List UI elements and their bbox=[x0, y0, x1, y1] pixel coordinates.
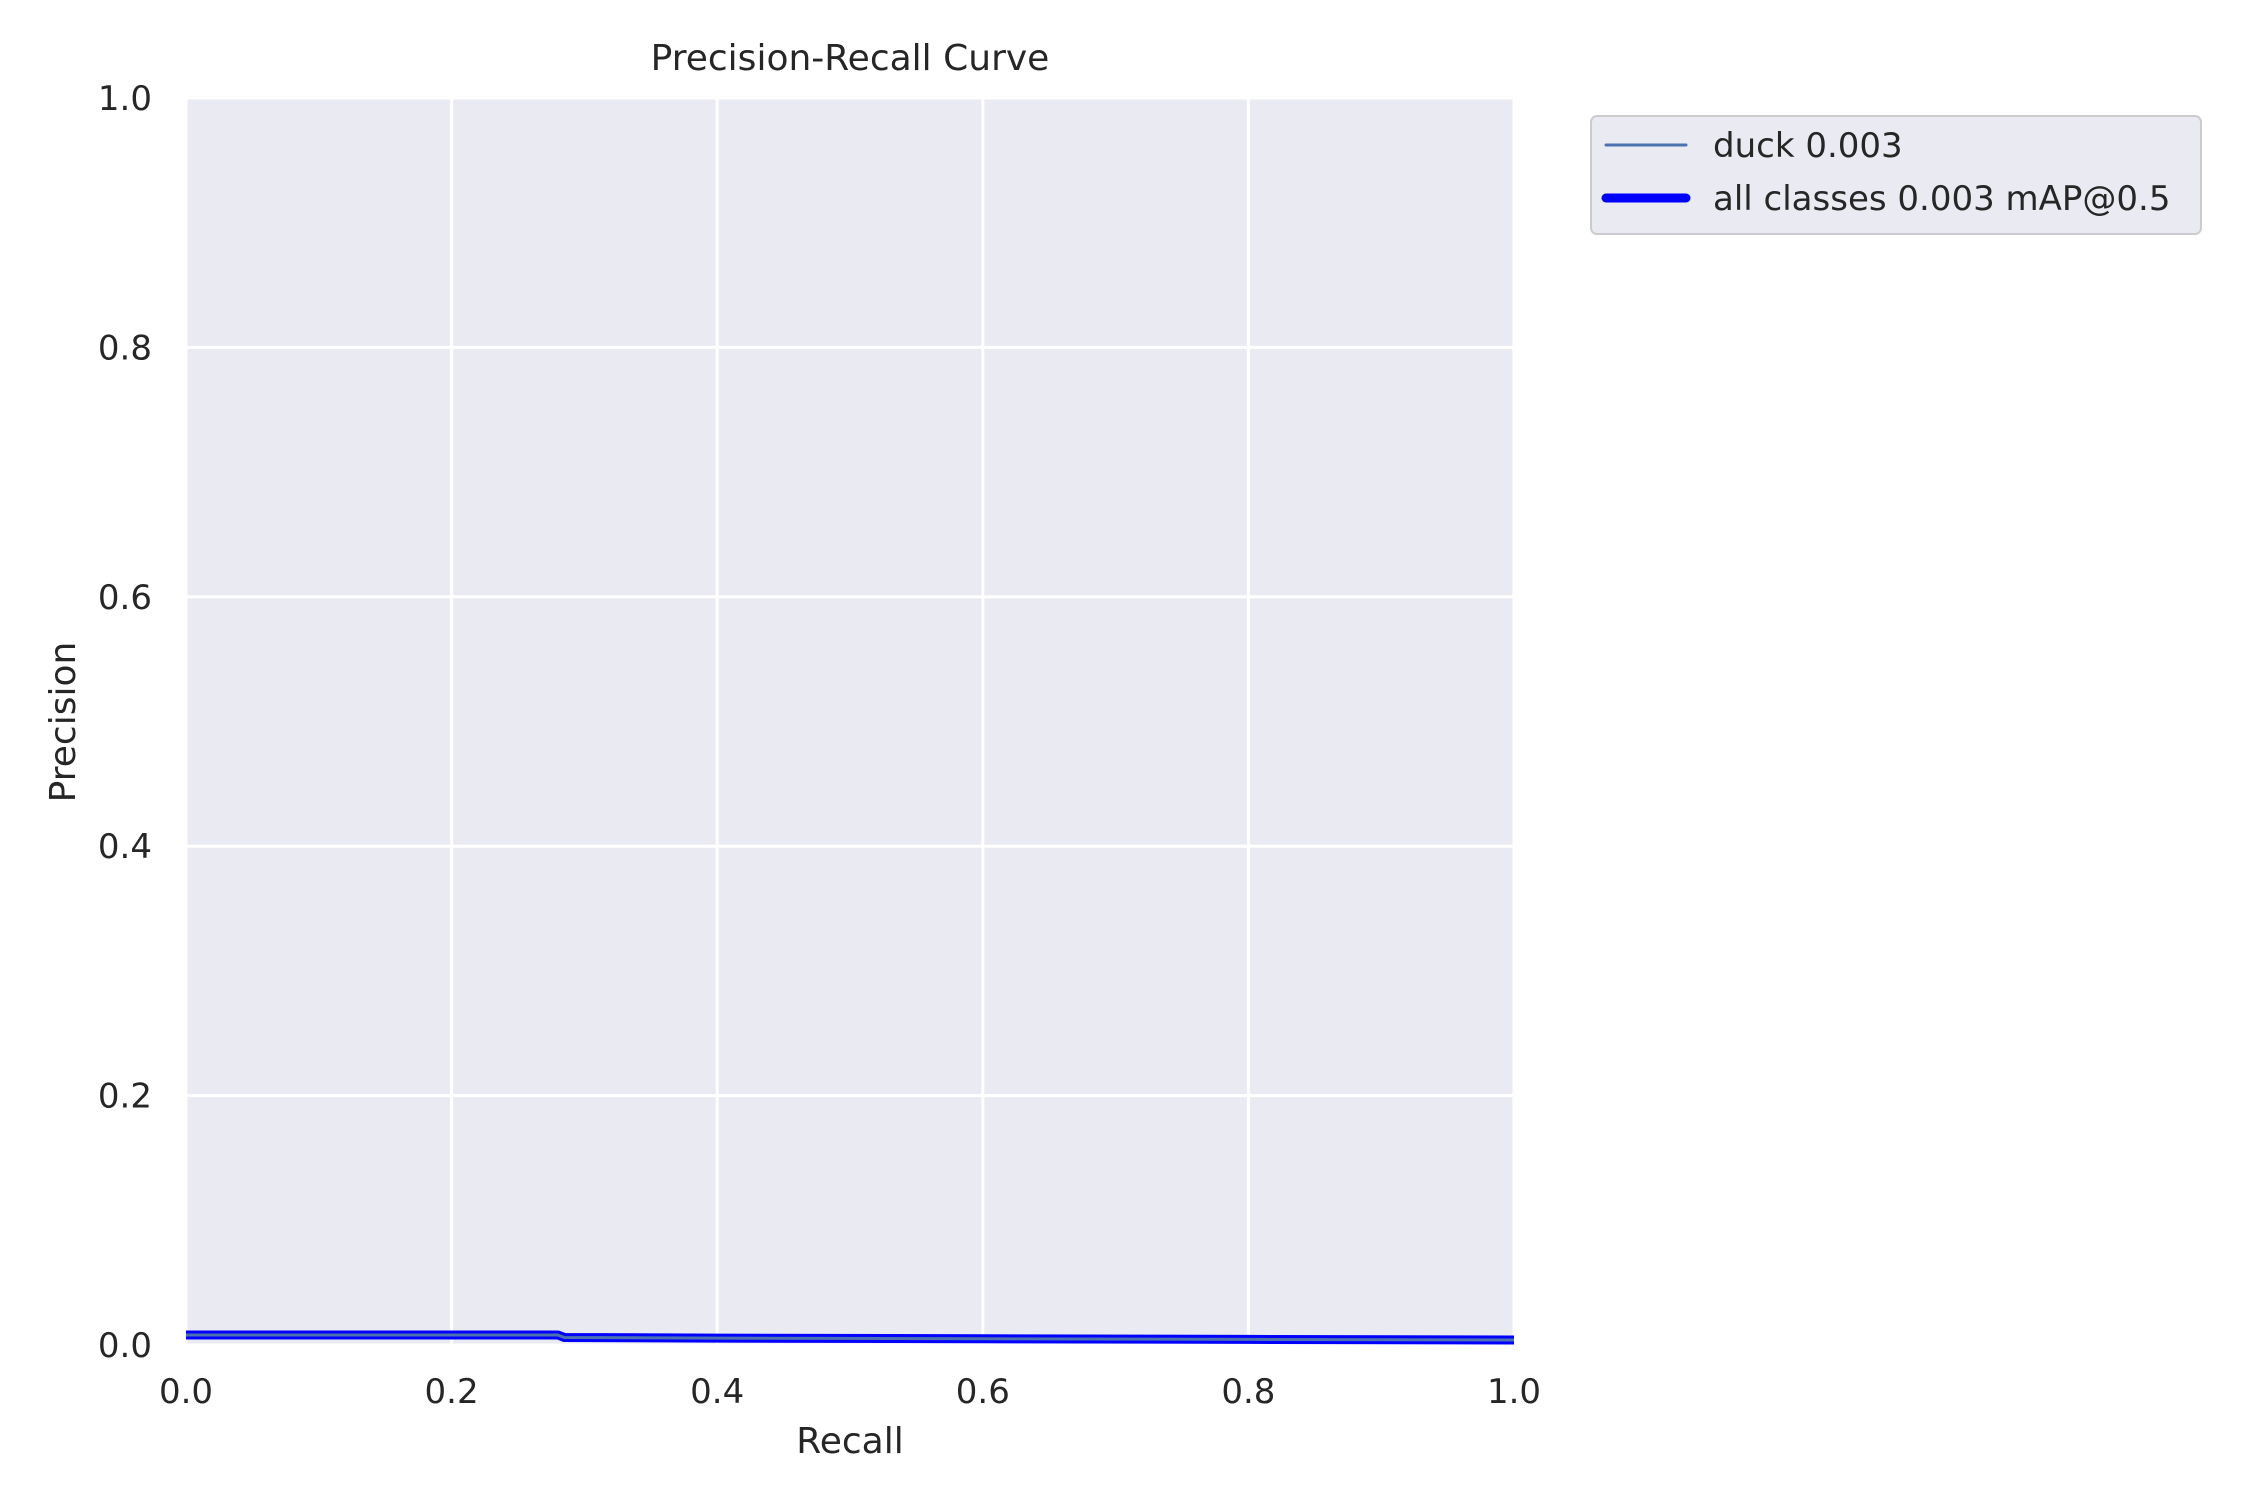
x-tick-label: 0.0 bbox=[159, 1372, 213, 1412]
legend: duck 0.003 all classes 0.003 mAP@0.5 bbox=[1590, 115, 2202, 235]
x-tick-label: 0.8 bbox=[1221, 1372, 1275, 1412]
series-lines bbox=[186, 1330, 1515, 1345]
x-tick-label: 0.2 bbox=[425, 1372, 479, 1412]
chart-title: Precision-Recall Curve bbox=[651, 38, 1050, 79]
legend-box bbox=[1590, 115, 2202, 235]
grid bbox=[184, 96, 1516, 1347]
series-line-0 bbox=[186, 1333, 1515, 1342]
plot-area bbox=[186, 98, 1514, 1345]
legend-label-all-classes: all classes 0.003 mAP@0.5 bbox=[1713, 179, 2170, 219]
y-tick-label: 0.2 bbox=[98, 1077, 152, 1117]
y-tick-label: 0.0 bbox=[98, 1326, 152, 1366]
y-axis-label: Precision bbox=[43, 642, 84, 803]
legend-label-duck: duck 0.003 bbox=[1713, 126, 1903, 166]
y-tick-label: 1.0 bbox=[98, 79, 152, 119]
y-tick-label: 0.8 bbox=[98, 328, 152, 368]
x-tick-label: 1.0 bbox=[1487, 1372, 1541, 1412]
y-tick-labels: 0.0 0.2 0.4 0.6 0.8 1.0 bbox=[98, 79, 152, 1366]
x-tick-label: 0.4 bbox=[690, 1372, 744, 1412]
x-tick-labels: 0.0 0.2 0.4 0.6 0.8 1.0 bbox=[159, 1372, 1541, 1412]
x-axis-label: Recall bbox=[796, 1421, 903, 1462]
y-tick-label: 0.4 bbox=[98, 827, 152, 867]
x-tick-label: 0.6 bbox=[956, 1372, 1010, 1412]
y-tick-label: 0.6 bbox=[98, 578, 152, 618]
